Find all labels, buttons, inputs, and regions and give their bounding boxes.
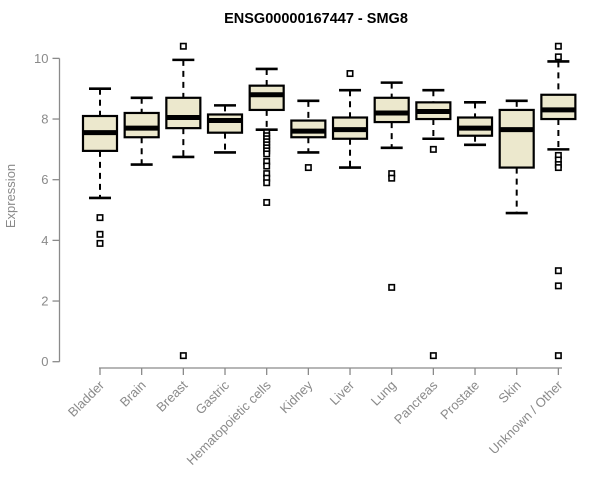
x-tick-label-liver: Liver xyxy=(327,377,358,408)
outlier-point-1 xyxy=(179,352,187,360)
x-tick-label-unknown-other: Unknown / Other xyxy=(486,377,566,457)
iqr-box xyxy=(540,93,577,121)
y-tick-label-4: 4 xyxy=(41,233,48,248)
outlier-point-1 xyxy=(554,53,562,61)
y-axis-title: Expression xyxy=(3,164,18,228)
iqr-box xyxy=(123,111,160,139)
box-gastric xyxy=(206,104,244,154)
x-tick-label-kidney: Kidney xyxy=(277,377,316,416)
y-tick-label-10: 10 xyxy=(34,51,48,66)
y-tick-label-6: 6 xyxy=(41,172,48,187)
outlier-point-2 xyxy=(96,239,104,247)
iqr-box xyxy=(498,108,535,169)
outlier-point-2 xyxy=(388,283,396,291)
box-prostate xyxy=(456,101,494,147)
box-unknown-other xyxy=(540,42,577,360)
iqr-box xyxy=(165,96,202,130)
box-liver xyxy=(331,70,369,169)
outlier-point-0 xyxy=(346,70,354,78)
axes-layer: 0 2 4 6 8 10 Expression Bladder Brain Breast Gastr… xyxy=(3,51,566,468)
box-skin xyxy=(498,99,535,215)
outlier-point-6 xyxy=(554,267,562,275)
outlier-point-1 xyxy=(429,352,437,360)
chart-title: ENSG00000167447 - SMG8 xyxy=(224,11,408,27)
outlier-point-0 xyxy=(96,214,104,222)
outlier-point-7 xyxy=(263,150,271,158)
outlier-point-0 xyxy=(554,42,562,50)
x-tick-label-breast: Breast xyxy=(153,377,190,414)
x-tick-label-bladder: Bladder xyxy=(65,377,108,420)
box-breast xyxy=(165,42,202,360)
outlier-point-9 xyxy=(263,162,271,170)
x-tick-label-brain: Brain xyxy=(117,378,149,410)
iqr-box xyxy=(373,96,410,124)
outlier-point-1 xyxy=(96,230,104,238)
outlier-point-8 xyxy=(554,352,562,360)
x-tick-label-gastric: Gastric xyxy=(192,377,232,417)
iqr-box xyxy=(206,113,244,134)
box-kidney xyxy=(290,99,327,172)
outlier-point-5 xyxy=(554,164,562,172)
box-brain xyxy=(123,96,160,166)
outlier-point-0 xyxy=(429,145,437,153)
outlier-point-7 xyxy=(554,282,562,290)
y-tick-label-8: 8 xyxy=(41,112,48,127)
box-bladder xyxy=(81,87,119,247)
y-tick-label-0: 0 xyxy=(41,354,48,369)
y-tick-label-2: 2 xyxy=(41,294,48,309)
outlier-point-1 xyxy=(388,174,396,182)
x-tick-label-prostate: Prostate xyxy=(437,378,482,423)
outlier-point-0 xyxy=(179,42,187,50)
x-tick-label-lung: Lung xyxy=(368,378,399,409)
outlier-point-12 xyxy=(263,179,271,187)
outlier-point-13 xyxy=(263,198,271,206)
outlier-point-0 xyxy=(304,164,312,172)
box-lung xyxy=(373,81,410,291)
iqr-box xyxy=(248,84,285,112)
box-hematopoietic-cells xyxy=(248,67,285,206)
x-tick-label-pancreas: Pancreas xyxy=(391,377,441,427)
boxes-layer xyxy=(81,42,577,360)
x-tick-label-skin: Skin xyxy=(495,378,523,406)
box-pancreas xyxy=(415,88,452,360)
